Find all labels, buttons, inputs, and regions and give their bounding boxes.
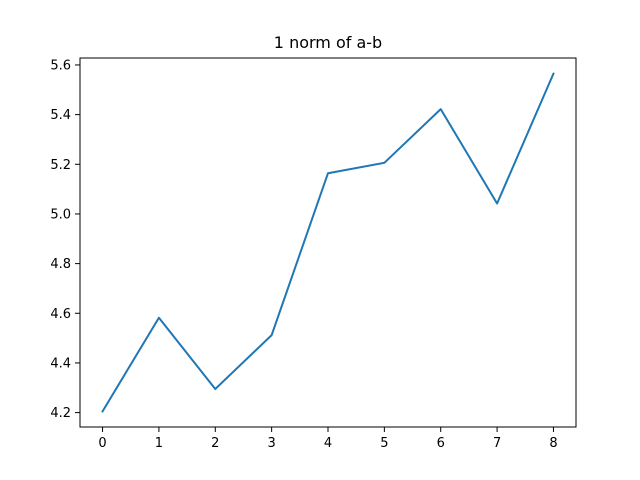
x-tick-label: 1 bbox=[155, 436, 163, 451]
y-tick-label: 5.2 bbox=[50, 158, 71, 173]
x-tick-label: 4 bbox=[324, 436, 332, 451]
x-axis: 0 1 2 3 4 5 6 7 8 bbox=[98, 427, 558, 451]
x-tick-label: 2 bbox=[211, 436, 219, 451]
x-tick-label: 6 bbox=[437, 436, 445, 451]
x-tick-label: 0 bbox=[98, 436, 106, 451]
y-tick-label: 5.0 bbox=[50, 207, 71, 222]
plot-area bbox=[79, 57, 577, 428]
y-axis: 4.2 4.4 4.6 4.8 5.0 5.2 5.4 5.6 bbox=[50, 58, 80, 421]
x-tick-label: 3 bbox=[267, 436, 275, 451]
y-tick-label: 4.8 bbox=[50, 257, 71, 272]
series-line-0 bbox=[101, 72, 555, 413]
x-tick-label: 7 bbox=[493, 436, 501, 451]
axes-frame bbox=[79, 57, 577, 428]
y-tick-label: 5.6 bbox=[50, 58, 71, 73]
chart-title: 1 norm of a-b bbox=[274, 33, 382, 52]
x-tick-label: 8 bbox=[549, 436, 557, 451]
y-tick-label: 4.2 bbox=[50, 406, 71, 421]
y-tick-label: 5.4 bbox=[50, 108, 71, 123]
x-tick-label: 5 bbox=[380, 436, 388, 451]
y-tick-label: 4.6 bbox=[50, 307, 71, 322]
y-tick-label: 4.4 bbox=[50, 356, 71, 371]
